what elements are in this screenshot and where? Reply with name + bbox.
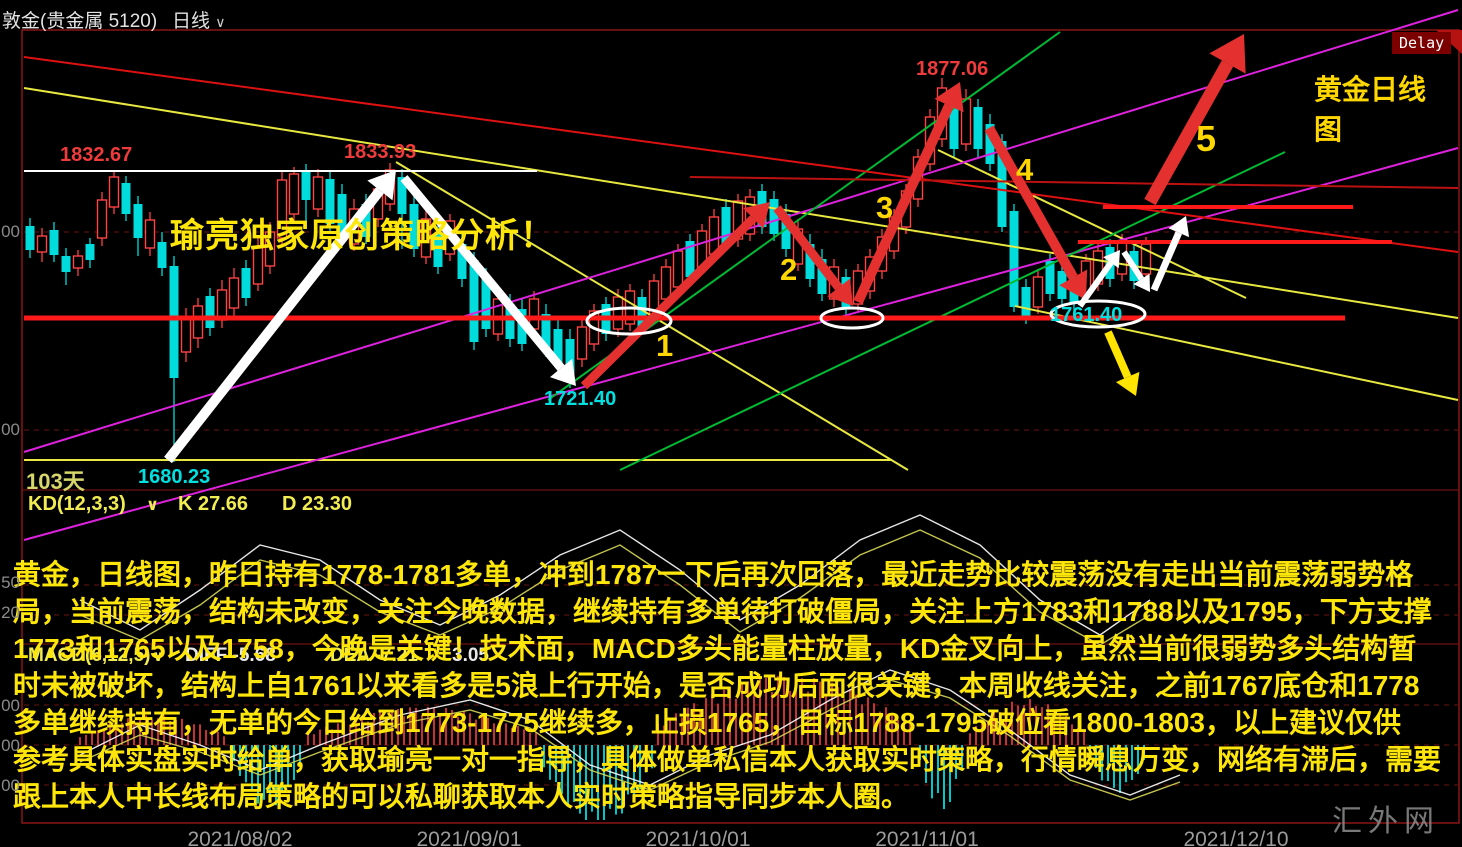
x-axis-date-label: 2021/10/01 xyxy=(645,828,751,847)
y-axis-label: 20 xyxy=(1,603,20,622)
kd-d-value: D 23.30 xyxy=(282,493,353,515)
watermark: 汇外网 xyxy=(1332,805,1440,838)
analysis-line: 跟上本人中长线布局策略的可以私聊获取本人实时策略指导同步本人圈。 xyxy=(13,781,910,812)
strategy-banner: 瑜亮独家原创策略分析！ xyxy=(170,217,555,255)
macd-dropdown-icon[interactable]: ∨ xyxy=(152,648,165,665)
wave-label-4: 4 xyxy=(1016,152,1034,187)
price-label-1833: 1833.93 xyxy=(344,141,417,163)
y-axis-label: 00 xyxy=(1,776,20,795)
analysis-line: 局，当前震荡，结构未改变，关注今晚数据，继续持有多单待打破僵局，关注上方1783… xyxy=(13,596,1432,627)
macd-indicator-name: MACD(6,12,5) xyxy=(28,645,151,666)
y-axis-label: 00 xyxy=(1,736,20,755)
price-label-1761: 1761.40 xyxy=(1050,304,1123,326)
chart-title: 黄金日线图 xyxy=(1314,74,1427,145)
y-axis-label: 50 xyxy=(1,573,20,592)
x-axis-date-label: 2021/08/02 xyxy=(187,828,293,847)
days-count-label: 103天 xyxy=(26,469,85,494)
price-label-1832: 1832.67 xyxy=(60,144,133,166)
y-axis-label: 00 xyxy=(1,696,20,715)
x-axis-date-label: 2021/09/01 xyxy=(416,828,522,847)
price-label-1680: 1680.23 xyxy=(138,466,211,488)
analysis-line: 参考具体实盘实时给单，获取瑜亮一对一指导，具体做单私信本人获取实时策略，行情瞬息… xyxy=(13,744,1442,775)
analysis-line: 黄金，日线图，昨日持有1778-1781多单，冲到1787一下后再次回落，最近走… xyxy=(13,559,1414,590)
price-label-1721: 1721.40 xyxy=(544,388,617,410)
timeframe-label: 日线 xyxy=(172,11,211,32)
wave-label-3: 3 xyxy=(876,190,894,225)
timeframe-selector[interactable]: 日线 ∨ xyxy=(172,6,226,33)
y-axis-label: 00 xyxy=(1,420,20,439)
kd-k-value: K 27.66 xyxy=(178,493,249,515)
chevron-down-icon[interactable]: ∨ xyxy=(215,14,226,30)
kd-dropdown-icon[interactable]: ∨ xyxy=(146,497,159,514)
x-axis-date-label: 2021/11/01 xyxy=(875,828,979,847)
analysis-line: 多单继续持有，无单的今日给到1773-1775继续多，止损1765，目标1788… xyxy=(13,707,1402,738)
analysis-line: 时未被破坏，结构上自1761以来看多是5浪上行开始，是否成功后面很关键，本周收线… xyxy=(13,670,1420,701)
wave-label-5: 5 xyxy=(1196,118,1217,159)
price-label-1877: 1877.06 xyxy=(916,58,989,80)
macd-dea-value: DEA -7.21 xyxy=(330,645,418,666)
wave-label-2: 2 xyxy=(780,252,798,287)
analysis-line: 1773和1765以及1758，今晚是关键！技术面，MACD多头能量柱放量，KD… xyxy=(13,633,1417,664)
wave-label-1: 1 xyxy=(656,328,674,363)
y-axis-label: 00 xyxy=(1,222,20,241)
macd-hist-value: 3.05 xyxy=(452,645,489,666)
x-axis-date-label: 2021/12/10 xyxy=(1183,828,1289,847)
macd-diff-value: DIFF -5.68 xyxy=(185,645,276,666)
kd-indicator-name: KD(12,3,3) xyxy=(28,493,126,515)
delay-badge: Delay xyxy=(1392,32,1452,54)
instrument-title: 敦金(贵金属 5120) xyxy=(2,11,158,32)
